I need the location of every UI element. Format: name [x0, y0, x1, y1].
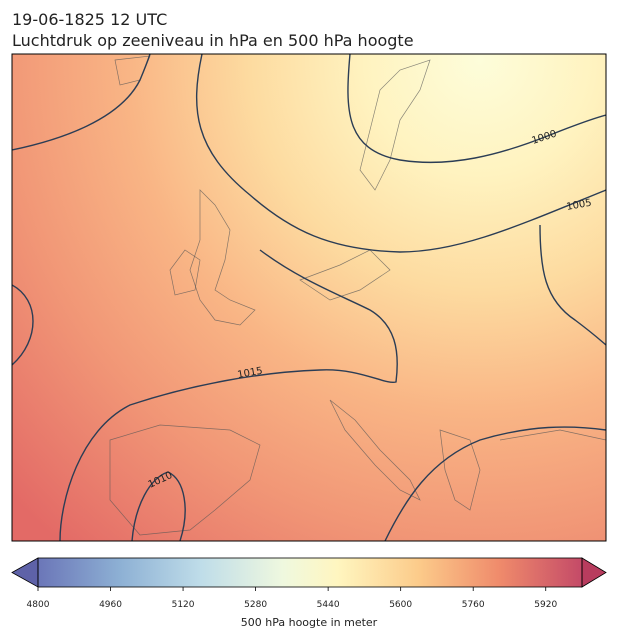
colorbar-tick-label: 5440 [317, 600, 340, 610]
height-field [12, 54, 606, 541]
isobar [59, 249, 398, 541]
coastline [359, 59, 431, 191]
colorbar-extend-low [11, 557, 39, 588]
isobar [131, 471, 186, 541]
colorbar-tick-label: 4800 [27, 600, 50, 610]
map-frame [11, 53, 607, 542]
isobar [196, 54, 606, 253]
coastline [189, 189, 256, 326]
isobar [539, 224, 606, 346]
isobar [12, 284, 34, 366]
colorbar-tick-label: 5600 [389, 600, 412, 610]
isobar [12, 54, 151, 151]
colorbar-tick-label: 4960 [99, 600, 122, 610]
map-area: 1000 1005 1010 1015 [12, 54, 606, 541]
colorbar-tick-label: 5920 [534, 600, 557, 610]
colorbar-label: 500 hPa hoogte in meter [241, 616, 378, 629]
title: 19-06-1825 12 UTC [12, 10, 167, 29]
colorbar: 500 hPa hoogte in meter 4800 4960 5120 5280… [11, 557, 607, 629]
colorbar-frame [37, 557, 583, 588]
subtitle: Luchtdruk op zeeniveau in hPa en 500 hPa… [12, 31, 414, 50]
coastline [109, 424, 261, 536]
coastline [439, 429, 481, 511]
isobar [384, 426, 606, 541]
colorbar-tick-label: 5280 [244, 600, 267, 610]
isobar [347, 54, 606, 164]
coastline [299, 249, 391, 301]
isobar-label: 1005 [566, 198, 593, 213]
colorbar-extend-high [581, 557, 607, 588]
coastline [499, 429, 606, 441]
isobar-label: 1015 [237, 366, 264, 381]
colorbar-tick-label: 5760 [462, 600, 485, 610]
colorbar-tick-label: 5120 [172, 600, 195, 610]
coastline [329, 399, 421, 501]
coastline [169, 249, 201, 296]
colorbar-scale [38, 558, 582, 587]
